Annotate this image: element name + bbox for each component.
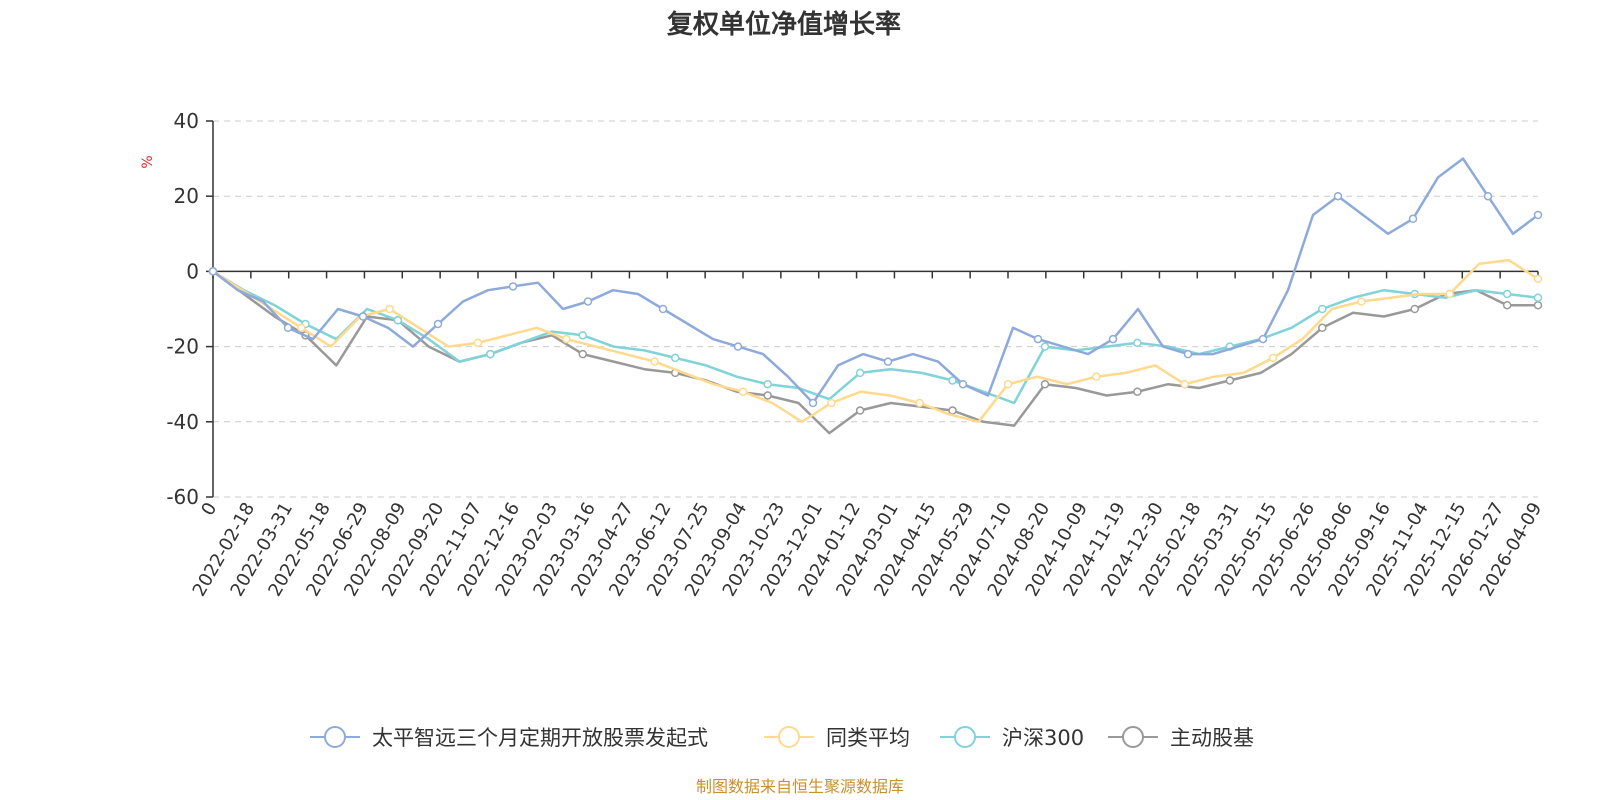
y-tick-label: 0 <box>186 259 199 283</box>
series-point <box>1533 210 1543 220</box>
series-point <box>948 376 957 385</box>
legend-circle-icon <box>954 726 976 748</box>
series-point <box>583 297 593 306</box>
y-tick-label: 20 <box>174 184 199 208</box>
series-point <box>1033 334 1043 344</box>
legend-label: 太平智远三个月定期开放股票发起式 <box>372 726 708 750</box>
series-point <box>1040 379 1050 389</box>
series-point <box>948 406 957 415</box>
series-line <box>212 157 1539 405</box>
legend-circle-icon <box>778 726 800 748</box>
series-line <box>212 270 1539 405</box>
series-0 <box>208 157 1543 408</box>
series-point <box>738 387 748 396</box>
series-point <box>393 316 403 325</box>
series-point <box>1258 334 1268 344</box>
legend-circle-icon <box>324 726 346 748</box>
series-point <box>827 398 836 408</box>
series-point <box>1410 304 1419 314</box>
series-point <box>1108 334 1118 344</box>
series-point <box>283 323 293 333</box>
legend-item[interactable]: 主动股基 <box>1108 726 1254 750</box>
series-point <box>658 304 668 314</box>
series-point <box>208 267 218 276</box>
legend-label: 同类平均 <box>826 726 910 750</box>
series-point <box>433 319 443 329</box>
grid-lines <box>213 120 1538 498</box>
x-tick-label: 0 <box>197 499 221 519</box>
series-point <box>1333 191 1343 201</box>
y-tick-labels: 40 20 0 -20 -40 -60 <box>166 109 199 509</box>
series-point <box>1318 304 1327 314</box>
series-point <box>1133 387 1142 396</box>
series-point <box>358 312 368 321</box>
series-3 <box>208 267 1543 435</box>
series-point <box>855 368 865 378</box>
y-tick-label: -40 <box>166 410 199 434</box>
legend-label: 主动股基 <box>1170 726 1254 750</box>
series-point <box>1533 293 1543 302</box>
series-line <box>212 258 1539 424</box>
legend-item[interactable]: 沪深300 <box>940 726 1084 750</box>
series-point <box>1225 376 1235 385</box>
series-point <box>958 379 968 389</box>
legend-label: 沪深300 <box>1002 726 1084 750</box>
series-point <box>1502 300 1512 310</box>
series-point <box>297 323 306 333</box>
series-point <box>1003 379 1013 389</box>
series-point <box>473 338 483 348</box>
series-point <box>1502 289 1512 299</box>
series-point <box>1533 274 1543 284</box>
series-point <box>1445 289 1454 299</box>
chart-title: 复权单位净值增长率 <box>667 9 901 40</box>
y-tick-label: -20 <box>166 335 199 359</box>
source-note: 制图数据来自恒生聚源数据库 <box>696 777 904 796</box>
series-point <box>1133 338 1142 348</box>
series-point <box>1040 342 1050 351</box>
series-point <box>915 398 924 408</box>
axes <box>206 120 1539 498</box>
y-tick-label: -60 <box>166 485 199 509</box>
series-point <box>1268 353 1278 363</box>
series-point <box>1408 214 1418 224</box>
series-point <box>508 282 518 291</box>
series-point <box>763 379 772 389</box>
series-point <box>578 349 588 359</box>
series-point <box>855 406 865 415</box>
series-point <box>562 334 571 344</box>
series-point <box>883 357 893 366</box>
y-axis-unit-label: % <box>140 155 156 168</box>
series-point <box>733 342 743 351</box>
legend[interactable]: 太平智远三个月定期开放股票发起式 同类平均 沪深300 主动股基 <box>310 726 1254 750</box>
series-point <box>578 331 588 340</box>
series-point <box>670 353 680 363</box>
series-point <box>1483 191 1493 201</box>
series-point <box>486 349 495 359</box>
series-point <box>1180 379 1189 389</box>
series-2 <box>208 267 1543 405</box>
series-point <box>763 391 772 400</box>
series-point <box>1357 297 1366 306</box>
series-point <box>385 304 394 314</box>
series-point <box>808 398 818 408</box>
series-point <box>1092 372 1101 381</box>
x-tick-labels: 02022-02-182022-03-312022-05-182022-06-2… <box>189 499 1547 600</box>
y-tick-label: 40 <box>174 109 199 133</box>
series-point <box>1533 300 1543 310</box>
legend-circle-icon <box>1122 726 1144 748</box>
series-point <box>1318 323 1327 333</box>
series-line <box>212 270 1538 435</box>
series-point <box>650 357 659 366</box>
legend-item[interactable]: 同类平均 <box>764 726 910 750</box>
series-point <box>1183 349 1193 359</box>
legend-item[interactable]: 太平智远三个月定期开放股票发起式 <box>310 726 708 750</box>
series-lines <box>208 157 1543 435</box>
series-1 <box>208 258 1543 424</box>
